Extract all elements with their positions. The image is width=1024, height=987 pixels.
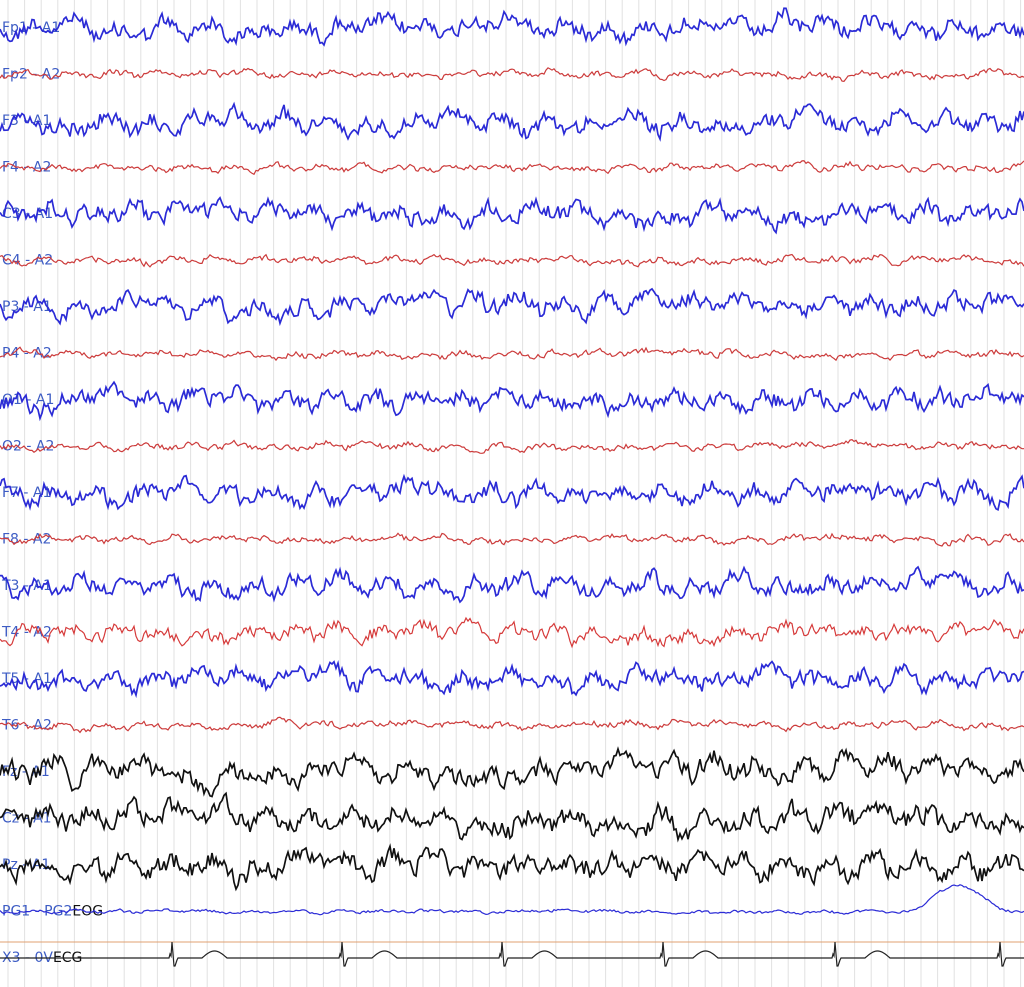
eeg-trace — [0, 884, 1024, 916]
eeg-trace — [0, 287, 1024, 327]
channel-label: P4 - A2 — [2, 346, 52, 362]
ecg-trace — [0, 941, 1024, 967]
eeg-trace — [0, 160, 1024, 176]
eeg-trace — [0, 439, 1024, 454]
eeg-trace — [0, 616, 1024, 649]
channel-name: T4 - A2 — [1, 625, 52, 641]
eeg-trace — [0, 659, 1024, 699]
traces — [0, 7, 1024, 967]
channel-name: O1 - A1 — [2, 392, 54, 408]
channel-name: P4 - A2 — [2, 346, 52, 362]
channel-name: Cz - A1 — [2, 811, 52, 827]
channel-label: O1 - A1 — [2, 392, 54, 408]
eeg-trace — [0, 7, 1024, 47]
channel-label: F8 - A2 — [2, 532, 51, 548]
eeg-trace — [0, 843, 1024, 892]
eeg-trace — [0, 532, 1024, 547]
eeg-trace — [0, 196, 1024, 235]
channel-name: F8 - A2 — [2, 532, 51, 548]
eeg-trace — [0, 565, 1024, 604]
eeg-trace — [0, 473, 1024, 511]
channel-label: C4 - A2 — [2, 253, 53, 269]
eeg-trace — [0, 380, 1024, 422]
channel-label: Cz - A1 — [2, 811, 52, 827]
channel-name: T3 - A1 — [1, 578, 52, 594]
eeg-trace — [0, 716, 1024, 734]
eeg-trace — [0, 791, 1024, 843]
channel-name: C4 - A2 — [2, 253, 53, 269]
eeg-trace — [0, 67, 1024, 83]
eeg-trace — [0, 253, 1024, 268]
channel-label: T3 - A1 — [1, 578, 52, 594]
eeg-trace — [0, 746, 1024, 798]
eeg-trace — [0, 101, 1024, 142]
eeg-trace — [0, 346, 1024, 362]
channel-label: T4 - A2 — [1, 625, 52, 641]
